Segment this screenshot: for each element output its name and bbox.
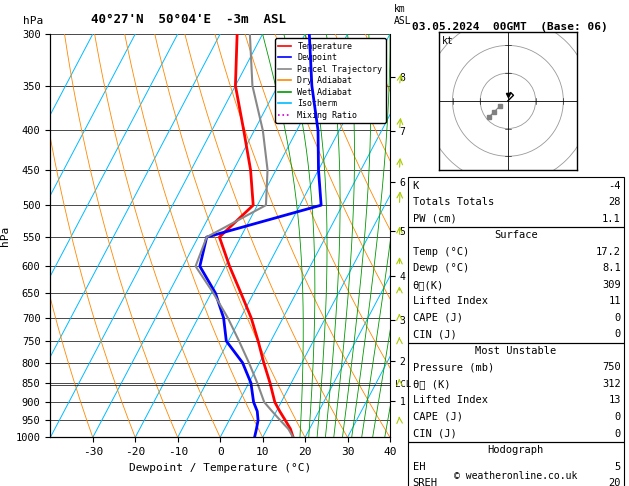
Text: 03.05.2024  00GMT  (Base: 06): 03.05.2024 00GMT (Base: 06) — [412, 22, 608, 32]
Text: Most Unstable: Most Unstable — [475, 346, 557, 356]
Text: 0: 0 — [615, 330, 621, 339]
Y-axis label: hPa: hPa — [0, 226, 10, 246]
Text: Lifted Index: Lifted Index — [413, 296, 487, 306]
Text: Dewp (°C): Dewp (°C) — [413, 263, 469, 273]
Text: EH: EH — [413, 462, 425, 471]
Text: Lifted Index: Lifted Index — [413, 396, 487, 405]
Text: 20: 20 — [608, 478, 621, 486]
Text: 13: 13 — [608, 396, 621, 405]
Text: 5: 5 — [615, 462, 621, 471]
Text: SREH: SREH — [413, 478, 438, 486]
Text: K: K — [413, 181, 419, 191]
Text: © weatheronline.co.uk: © weatheronline.co.uk — [454, 471, 577, 481]
Text: 0: 0 — [615, 429, 621, 438]
Text: Hodograph: Hodograph — [487, 445, 544, 455]
Legend: Temperature, Dewpoint, Parcel Trajectory, Dry Adiabat, Wet Adiabat, Isotherm, Mi: Temperature, Dewpoint, Parcel Trajectory… — [275, 38, 386, 123]
Text: 0: 0 — [615, 412, 621, 422]
Text: km
ASL: km ASL — [393, 4, 411, 26]
Text: CIN (J): CIN (J) — [413, 429, 457, 438]
Text: 28: 28 — [608, 197, 621, 207]
Text: CAPE (J): CAPE (J) — [413, 412, 462, 422]
Text: Temp (°C): Temp (°C) — [413, 247, 469, 257]
Text: 1.1: 1.1 — [602, 214, 621, 224]
Text: 40°27'N  50°04'E  -3m  ASL: 40°27'N 50°04'E -3m ASL — [91, 13, 286, 26]
Text: Surface: Surface — [494, 230, 538, 240]
Text: Totals Totals: Totals Totals — [413, 197, 494, 207]
X-axis label: Dewpoint / Temperature (°C): Dewpoint / Temperature (°C) — [129, 463, 311, 473]
Text: hPa: hPa — [23, 16, 43, 26]
Text: 17.2: 17.2 — [596, 247, 621, 257]
Text: CAPE (J): CAPE (J) — [413, 313, 462, 323]
Text: θᴇ (K): θᴇ (K) — [413, 379, 450, 389]
Text: 11: 11 — [608, 296, 621, 306]
Text: Pressure (mb): Pressure (mb) — [413, 363, 494, 372]
Text: kt: kt — [442, 36, 453, 46]
Text: LCL: LCL — [395, 381, 411, 389]
Text: -4: -4 — [608, 181, 621, 191]
Text: θᴇ(K): θᴇ(K) — [413, 280, 444, 290]
Text: 8.1: 8.1 — [602, 263, 621, 273]
Text: 750: 750 — [602, 363, 621, 372]
Text: 309: 309 — [602, 280, 621, 290]
Text: 0: 0 — [615, 313, 621, 323]
Text: PW (cm): PW (cm) — [413, 214, 457, 224]
Text: CIN (J): CIN (J) — [413, 330, 457, 339]
Text: 312: 312 — [602, 379, 621, 389]
